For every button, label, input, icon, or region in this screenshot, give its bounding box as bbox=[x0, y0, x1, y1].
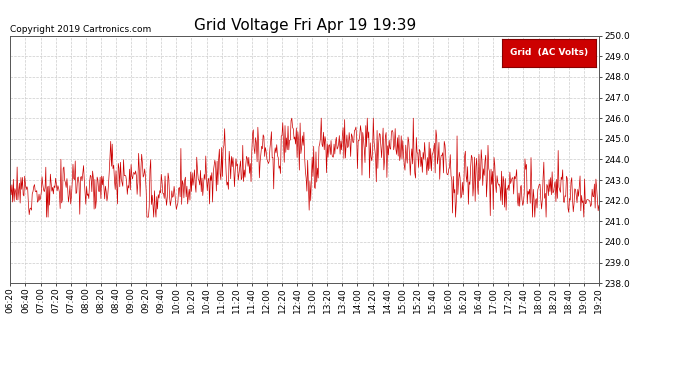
Title: Grid Voltage Fri Apr 19 19:39: Grid Voltage Fri Apr 19 19:39 bbox=[193, 18, 416, 33]
Text: Copyright 2019 Cartronics.com: Copyright 2019 Cartronics.com bbox=[10, 25, 152, 34]
